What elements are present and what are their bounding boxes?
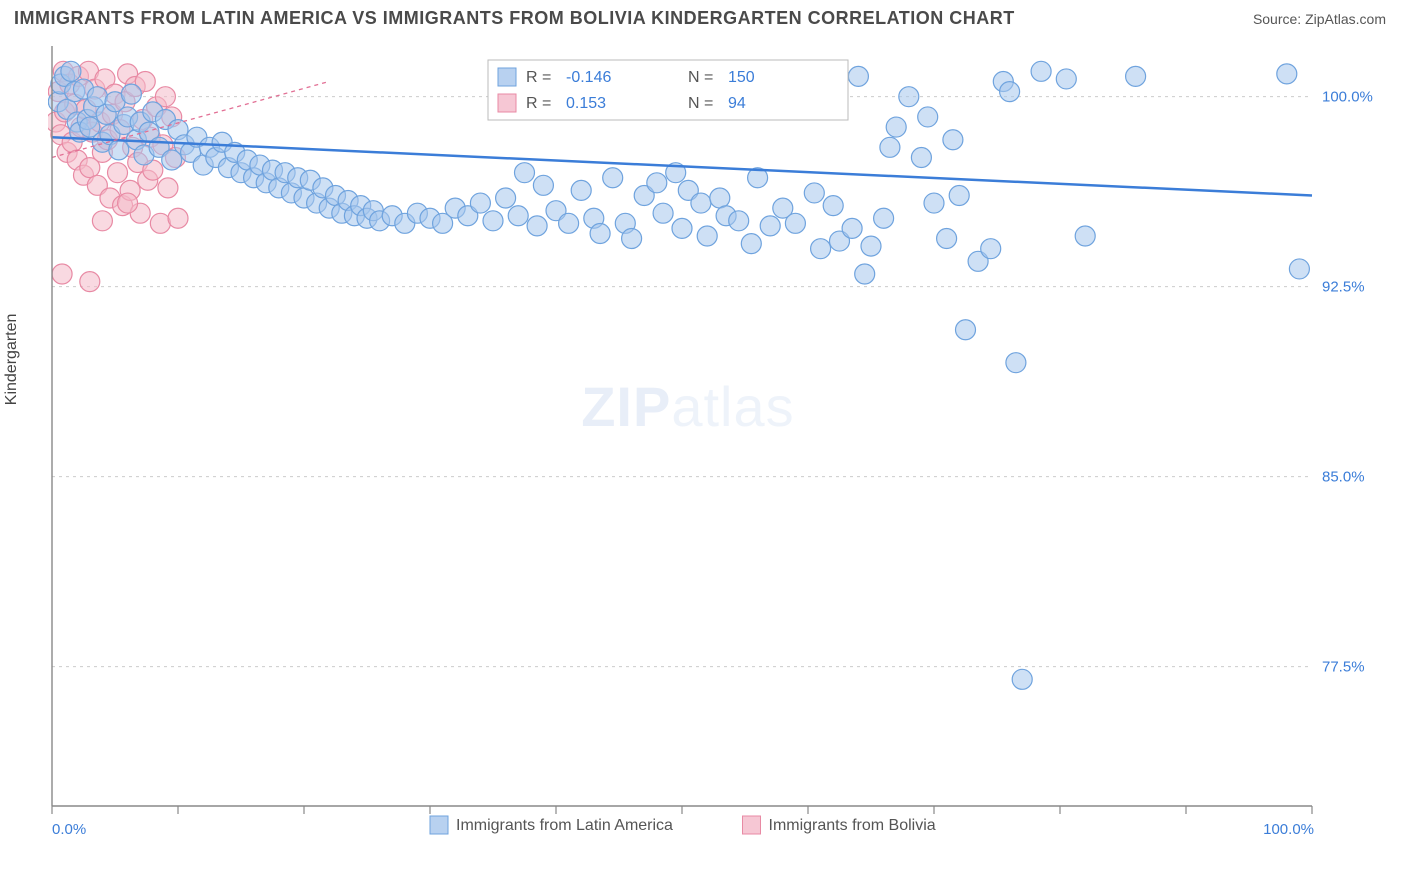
svg-text:92.5%: 92.5%: [1322, 279, 1365, 296]
chart-container: Kindergarten ZIPatlas0.0%100.0%77.5%85.0…: [48, 42, 1388, 842]
svg-text:94: 94: [728, 95, 746, 112]
svg-text:ZIPatlas: ZIPatlas: [581, 375, 794, 438]
svg-text:0.153: 0.153: [566, 95, 606, 112]
svg-text:77.5%: 77.5%: [1322, 659, 1365, 676]
svg-text:R =: R =: [526, 69, 551, 86]
svg-text:-0.146: -0.146: [566, 69, 611, 86]
chart-title: IMMIGRANTS FROM LATIN AMERICA VS IMMIGRA…: [14, 8, 1015, 29]
svg-text:N =: N =: [688, 69, 713, 86]
svg-text:0.0%: 0.0%: [52, 821, 86, 838]
svg-text:N =: N =: [688, 95, 713, 112]
y-axis-label: Kindergarten: [3, 314, 21, 406]
scatter-plot: ZIPatlas 0.0% 100.0% 77.5% 85.0% 92.5% 100.0% R…: [48, 42, 1388, 862]
svg-text:Immigrants from Latin America: Immigrants from Latin America: [456, 817, 673, 834]
svg-text:150: 150: [728, 69, 755, 86]
svg-text:R =: R =: [526, 95, 551, 112]
svg-text:85.0%: 85.0%: [1322, 469, 1365, 486]
svg-text:Immigrants from Bolivia: Immigrants from Bolivia: [769, 817, 936, 834]
source-attribution: Source: ZipAtlas.com: [1253, 11, 1386, 27]
svg-text:100.0%: 100.0%: [1322, 89, 1373, 106]
svg-text:100.0%: 100.0%: [1263, 821, 1314, 838]
